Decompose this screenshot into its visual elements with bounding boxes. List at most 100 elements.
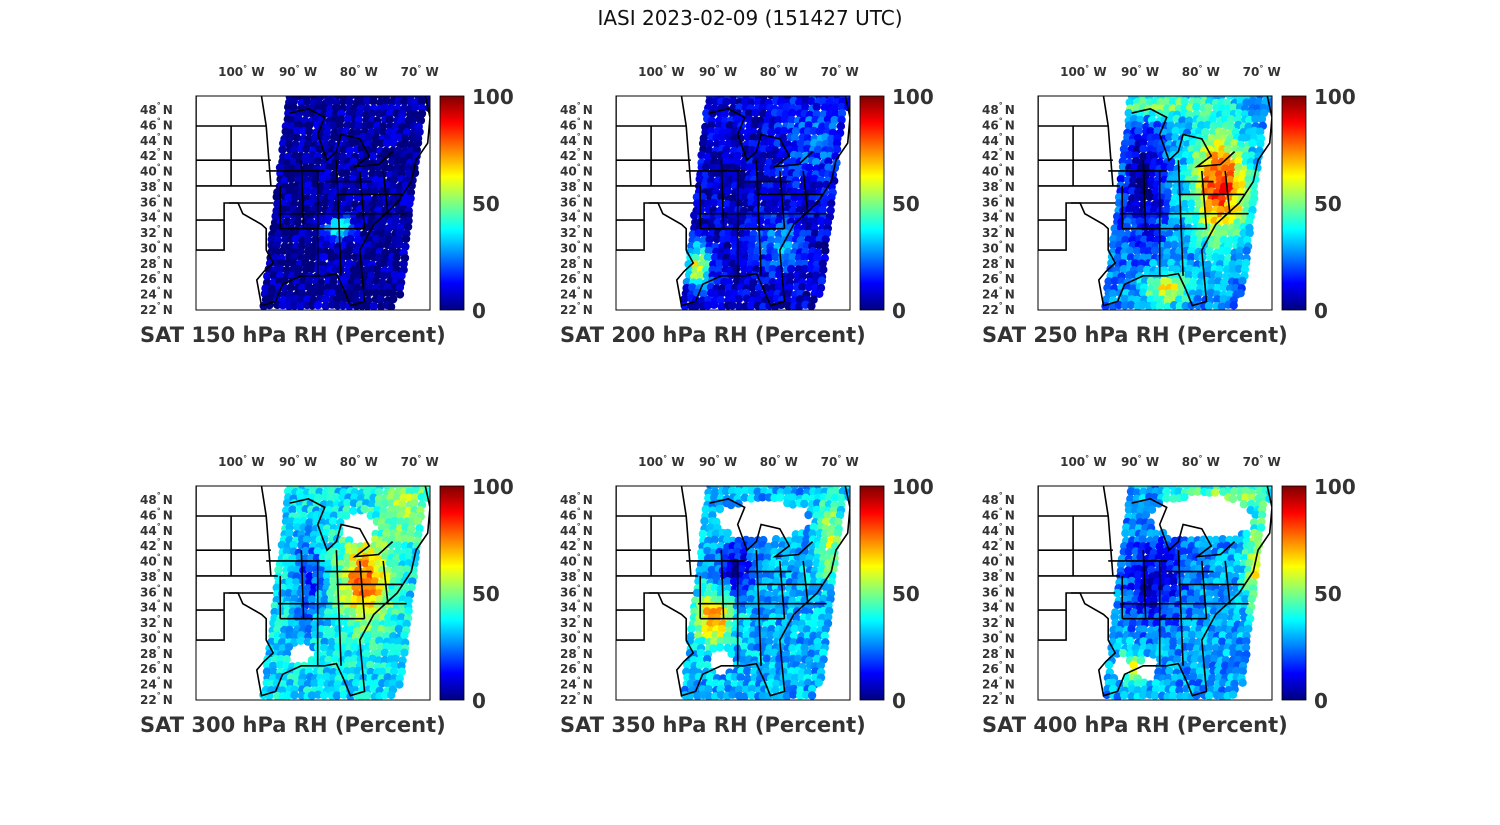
rh-point <box>285 529 294 538</box>
rh-point <box>817 276 827 285</box>
rh-point <box>298 229 307 238</box>
rh-point <box>320 595 329 604</box>
rh-point <box>820 199 829 208</box>
rh-point <box>819 500 828 509</box>
rh-point <box>1193 487 1202 496</box>
rh-point <box>407 583 416 592</box>
rh-point <box>310 133 320 142</box>
rh-point <box>723 528 732 538</box>
rh-point <box>1132 103 1142 112</box>
map-svg-300: 100° W 90° W 80° W 70° W48° N46° N44° N42° N40°… <box>140 454 514 737</box>
rh-point <box>697 150 706 160</box>
rh-point <box>410 498 419 508</box>
rh-point <box>1212 241 1222 250</box>
lat-tick-label: 34° N <box>560 599 593 615</box>
rh-point <box>1247 493 1257 503</box>
lon-tick-label: 100° W <box>1060 64 1106 79</box>
rh-point <box>1183 666 1192 675</box>
rh-point <box>339 241 348 250</box>
rh-point <box>322 240 331 249</box>
rh-point <box>1163 302 1172 310</box>
panel-title: SAT 150 hPa RH (Percent) <box>140 323 446 347</box>
rh-point <box>283 217 292 226</box>
rh-point <box>794 654 803 663</box>
rh-point <box>807 649 816 658</box>
rh-point <box>376 295 385 304</box>
rh-point <box>775 493 785 502</box>
rh-point <box>1161 217 1170 226</box>
rh-point <box>730 229 739 238</box>
rh-point <box>1242 637 1251 646</box>
rh-swath <box>1038 96 1272 310</box>
lat-tick-label: 42° N <box>140 147 173 163</box>
rh-point <box>365 133 374 142</box>
rh-point <box>827 199 836 208</box>
rh-point <box>383 673 392 682</box>
rh-point <box>292 133 302 142</box>
lat-tick-label: 36° N <box>560 193 593 209</box>
rh-point <box>1139 144 1148 154</box>
rh-point <box>1235 150 1244 160</box>
lat-tick-label: 46° N <box>140 506 173 522</box>
rh-point <box>289 258 298 268</box>
rh-point <box>789 690 798 699</box>
rh-point <box>344 650 353 659</box>
rh-point <box>323 511 332 520</box>
rh-point <box>345 301 354 310</box>
rh-point <box>302 144 311 154</box>
rh-point <box>310 187 319 196</box>
rh-point <box>770 540 779 550</box>
rh-point <box>1149 259 1158 268</box>
rh-point <box>375 109 384 118</box>
rh-point <box>816 619 826 628</box>
rh-point <box>1171 618 1181 627</box>
rh-point <box>1211 198 1220 208</box>
rh-point <box>1226 175 1235 184</box>
rh-point <box>1222 541 1232 550</box>
rh-point <box>1217 96 1227 100</box>
rh-point <box>1175 686 1184 695</box>
rh-point <box>1233 552 1242 562</box>
rh-point <box>1205 246 1214 256</box>
rh-point <box>1245 217 1254 226</box>
lat-tick-label: 38° N <box>140 568 173 584</box>
map-panel-200: 100° W 90° W 80° W 70° W 48° N 46° N 44° N 42° N 40°… <box>560 60 980 360</box>
rh-point <box>289 540 298 550</box>
rh-point <box>387 157 397 166</box>
rh-point <box>800 156 809 166</box>
rh-point <box>1238 276 1247 286</box>
rh-point <box>792 180 801 190</box>
rh-point <box>725 121 735 130</box>
rh-point <box>710 535 719 544</box>
lon-tick-label: 100° W <box>638 454 684 469</box>
rh-point <box>705 139 714 148</box>
rh-point <box>1195 631 1204 640</box>
rh-point <box>1228 494 1238 504</box>
rh-point <box>698 636 707 645</box>
rh-point <box>1120 690 1129 700</box>
rh-point <box>1125 650 1135 659</box>
rh-point <box>809 235 818 244</box>
rh-point <box>1110 276 1120 285</box>
rh-point <box>1146 127 1155 136</box>
boundary-line <box>260 96 267 127</box>
boundary-line <box>1038 486 1272 697</box>
rh-point <box>1134 127 1143 136</box>
rh-point <box>367 109 377 118</box>
rh-point <box>1189 662 1199 671</box>
lat-tick-label: 22° N <box>140 691 173 707</box>
rh-point <box>392 505 401 514</box>
rh-point <box>703 253 713 262</box>
map-frame <box>615 95 851 311</box>
rh-point <box>393 199 403 208</box>
lat-tick-label: 42° N <box>982 147 1015 163</box>
rh-point <box>821 246 830 255</box>
lat-tick-label: 28° N <box>560 645 593 661</box>
rh-point <box>1163 678 1172 688</box>
rh-point <box>312 655 321 664</box>
rh-point <box>1163 296 1172 305</box>
rh-point <box>278 145 287 154</box>
rh-point <box>694 624 704 634</box>
rh-point <box>370 187 379 196</box>
rh-point <box>351 546 360 556</box>
